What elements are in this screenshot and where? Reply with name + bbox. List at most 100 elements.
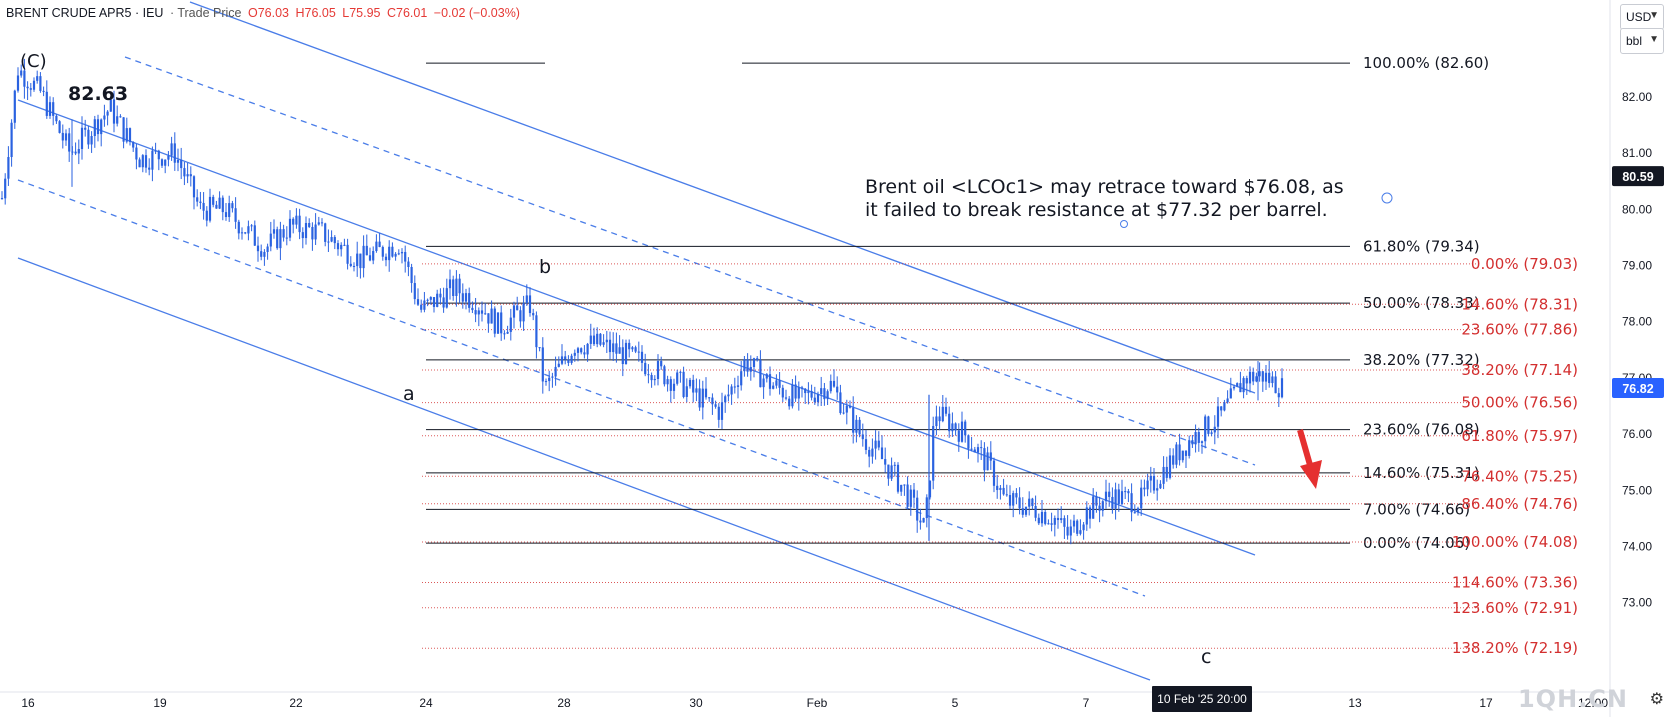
unit-selector[interactable]: bbl ▼ <box>1620 28 1664 54</box>
candle-body <box>1085 507 1088 525</box>
candle-body <box>301 232 304 239</box>
candle-body <box>1252 371 1255 382</box>
symbol-name[interactable]: BRENT CRUDE APR5 · IEU <box>6 6 164 20</box>
candle-body <box>845 405 848 413</box>
candle-body <box>1277 393 1280 398</box>
candle-body <box>218 197 221 209</box>
price-axis <box>1610 0 1674 717</box>
candle-body <box>842 412 845 414</box>
candle-body <box>269 233 272 247</box>
candle-body <box>1255 376 1258 382</box>
x-tick-label: 16 <box>21 696 35 710</box>
candle-body <box>477 310 480 315</box>
x-tick-label: 30 <box>689 696 703 710</box>
crosshair-time-bg <box>1152 686 1252 712</box>
candle-body <box>189 174 192 177</box>
candle-body <box>816 394 820 403</box>
fib-red-level-label: 86.40% (74.76) <box>1461 495 1578 513</box>
gear-icon[interactable]: ⚙ <box>1649 691 1664 708</box>
wave-label: (C) <box>20 51 47 72</box>
candle-body <box>960 421 964 442</box>
candle-body <box>324 223 327 242</box>
candle-body <box>1210 432 1213 434</box>
candle-body <box>87 129 90 145</box>
candle-body <box>896 464 900 492</box>
candle-body <box>416 299 420 305</box>
candle-body <box>247 226 250 234</box>
candle-body <box>180 159 183 169</box>
candle-body <box>80 127 84 150</box>
candle-body <box>439 293 442 298</box>
candle-body <box>20 70 23 76</box>
candle-body <box>1108 491 1111 497</box>
candle-body <box>832 380 836 387</box>
candle-body <box>986 452 989 471</box>
candle-body <box>1178 444 1181 461</box>
candle-body <box>608 339 612 353</box>
candle-body <box>672 383 676 391</box>
candle-body <box>13 90 16 123</box>
candle-body <box>839 392 842 413</box>
candle-body <box>573 352 576 356</box>
candle-body <box>877 440 880 448</box>
candle-body <box>205 210 208 221</box>
y-tick-label: 74.00 <box>1622 540 1652 554</box>
candle-body <box>954 423 957 431</box>
high-value: H76.05 <box>295 6 336 20</box>
candle-body <box>231 203 234 209</box>
candle-body <box>420 304 423 310</box>
candle-body <box>96 119 100 135</box>
candle-body <box>1207 416 1210 434</box>
x-tick-label: 12:00 <box>1578 696 1608 710</box>
x-tick-label: 28 <box>557 696 571 710</box>
candle-body <box>1079 530 1082 534</box>
candle-body <box>16 75 20 91</box>
candle-body <box>1184 450 1188 456</box>
price-label-bg <box>1612 378 1664 399</box>
candle-body <box>618 347 621 354</box>
candle-body <box>944 406 948 414</box>
candle-body <box>260 251 263 257</box>
candle-body <box>1162 466 1165 484</box>
candle-body <box>1130 493 1133 513</box>
candle-body <box>976 447 980 453</box>
y-tick-label: 80.00 <box>1622 202 1652 216</box>
candle-body <box>778 380 781 388</box>
candle-body <box>1056 517 1060 521</box>
x-tick-label: 5 <box>952 696 959 710</box>
candle-body <box>1063 518 1066 527</box>
candle-body <box>800 387 804 389</box>
candle-body <box>669 379 672 391</box>
symbol-header: BRENT CRUDE APR5 · IEU · Trade Price O76… <box>6 6 523 20</box>
candle-body <box>167 155 170 160</box>
candle-body <box>458 278 461 294</box>
candle-body <box>996 485 999 491</box>
candle-body <box>538 347 541 349</box>
candle-body <box>45 91 48 116</box>
candle-body <box>192 176 196 198</box>
currency-selector[interactable]: USD ▼ <box>1620 4 1664 30</box>
candle-body <box>656 361 660 379</box>
candle-body <box>784 397 788 399</box>
candle-body <box>106 111 109 116</box>
candle-body <box>916 497 919 521</box>
candle-body <box>183 168 186 177</box>
candle-body <box>730 386 733 395</box>
candle-body <box>864 439 868 450</box>
candle-body <box>77 149 80 154</box>
candle-body <box>464 293 468 302</box>
candle-body <box>1111 496 1114 509</box>
candle-body <box>503 333 506 335</box>
fib-red-level-label: 61.80% (75.97) <box>1461 427 1578 445</box>
candle-body <box>1258 371 1261 377</box>
candle-body <box>711 397 714 405</box>
annotation-text-line: it failed to break resistance at $77.32 … <box>865 199 1328 221</box>
candle-body <box>714 404 717 407</box>
candle-body <box>1271 376 1274 384</box>
candle-body <box>26 86 29 89</box>
wave-label: 82.63 <box>68 83 128 105</box>
candle-body <box>410 266 413 284</box>
candle-body <box>103 115 106 120</box>
